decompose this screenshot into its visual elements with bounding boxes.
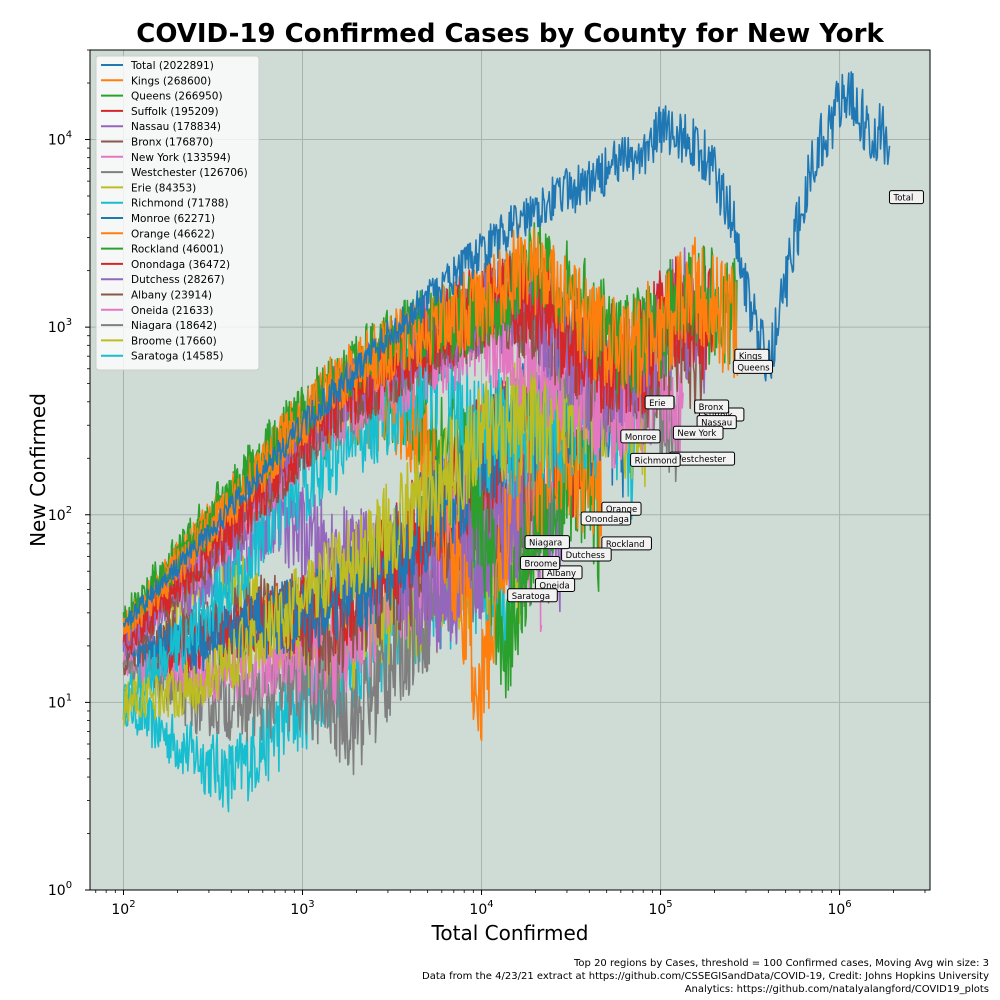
legend-entry: Richmond (71788) xyxy=(131,198,229,210)
y-tick-exponent: 2 xyxy=(66,505,72,516)
series-line-kings xyxy=(122,223,739,641)
data-labels: TotalKingsQueensSuffolkNassauBronxNew Yo… xyxy=(507,190,924,603)
data-label-bronx: Bronx xyxy=(699,403,724,413)
data-label-westchester: Westchester xyxy=(673,455,726,465)
footer-line-2: Data from the 4/23/21 extract at https:/… xyxy=(422,971,989,982)
x-tick-exponent: 3 xyxy=(308,899,314,910)
legend-entry: Broome (17660) xyxy=(131,335,217,347)
data-label-erie: Erie xyxy=(649,399,665,409)
data-label-box xyxy=(732,359,774,374)
legend-entry: Bronx (176870) xyxy=(131,137,213,149)
data-label-box xyxy=(580,511,632,526)
series-layer xyxy=(122,71,891,813)
data-label-broome: Broome xyxy=(524,559,557,569)
data-label-box xyxy=(672,425,724,440)
legend-entry: Saratoga (14585) xyxy=(131,351,223,363)
footer-notes: Top 20 regions by Cases, threshold = 100… xyxy=(422,957,989,996)
data-label-box xyxy=(519,555,561,570)
data-label-box xyxy=(507,588,558,603)
x-tick-exponent: 4 xyxy=(487,899,493,910)
data-label-box xyxy=(888,190,924,205)
footer-line-1: Top 20 regions by Cases, threshold = 100… xyxy=(574,958,989,969)
x-tick-exponent: 2 xyxy=(129,899,135,910)
data-label-box xyxy=(601,536,652,551)
footer-line-3: Analytics: https://github.com/natalyalan… xyxy=(684,984,989,995)
data-label-box xyxy=(644,395,675,410)
data-label-box xyxy=(630,452,681,467)
data-label-saratoga: Saratoga xyxy=(512,592,550,602)
x-tick-exponent: 6 xyxy=(845,899,851,910)
legend-box xyxy=(95,55,260,371)
data-label-box xyxy=(524,535,570,550)
chart-title: COVID-19 Confirmed Cases by County for N… xyxy=(136,19,884,49)
legend-entry: Onondaga (36472) xyxy=(131,259,230,271)
data-label-box xyxy=(561,547,612,562)
data-label-niagara: Niagara xyxy=(529,539,562,549)
legend-entry: Total (2022891) xyxy=(130,60,214,72)
data-label-box xyxy=(694,399,730,414)
legend: Total (2022891) Kings (268600) Queens (266… xyxy=(95,55,260,371)
data-label-monroe: Monroe xyxy=(625,433,657,443)
data-label-box xyxy=(620,429,661,444)
legend-entry: Monroe (62271) xyxy=(131,213,215,225)
legend-entry: Suffolk (195209) xyxy=(131,106,219,118)
legend-entry: Orange (46622) xyxy=(131,228,215,240)
y-tick-exponent: 4 xyxy=(66,130,72,141)
y-tick-exponent: 1 xyxy=(66,692,72,703)
legend-entry: Erie (84353) xyxy=(131,182,196,194)
data-label-albany: Albany xyxy=(547,569,576,579)
series-clip-group xyxy=(122,71,891,813)
data-label-total: Total xyxy=(892,194,913,204)
data-label-rockland: Rockland xyxy=(606,540,645,550)
legend-entry: Nassau (178834) xyxy=(131,121,221,133)
data-label-richmond: Richmond xyxy=(635,456,678,466)
plot-frame xyxy=(89,49,931,891)
data-label-queens: Queens xyxy=(737,363,770,373)
legend-entry: Dutchess (28267) xyxy=(131,274,225,286)
data-label-dutchess: Dutchess xyxy=(566,551,606,561)
legend-entry: New York (133594) xyxy=(131,152,231,164)
data-label-oneida: Oneida xyxy=(539,581,569,591)
legend-entry: Albany (23914) xyxy=(131,290,212,302)
data-label-orange: Orange xyxy=(606,505,637,515)
series-line-total xyxy=(122,71,891,628)
legend-entry: Westchester (126706) xyxy=(131,167,248,179)
data-label-kings: Kings xyxy=(739,352,763,362)
data-label-new-york: New York xyxy=(677,429,716,439)
data-label-nassau: Nassau xyxy=(701,419,732,429)
data-label-onondaga: Onondaga xyxy=(585,515,629,525)
y-tick-exponent: 3 xyxy=(66,317,72,328)
legend-entry: Oneida (21633) xyxy=(131,305,213,317)
y-tick-exponent: 0 xyxy=(66,880,72,891)
legend-entry: Niagara (18642) xyxy=(131,320,217,332)
x-axis-label: Total Confirmed xyxy=(431,921,589,945)
legend-entry: Kings (268600) xyxy=(131,75,211,87)
legend-entry: Queens (266950) xyxy=(131,91,223,103)
legend-entry: Rockland (46001) xyxy=(131,244,224,256)
y-axis-label: New Confirmed xyxy=(26,393,50,547)
x-tick-exponent: 5 xyxy=(666,899,672,910)
